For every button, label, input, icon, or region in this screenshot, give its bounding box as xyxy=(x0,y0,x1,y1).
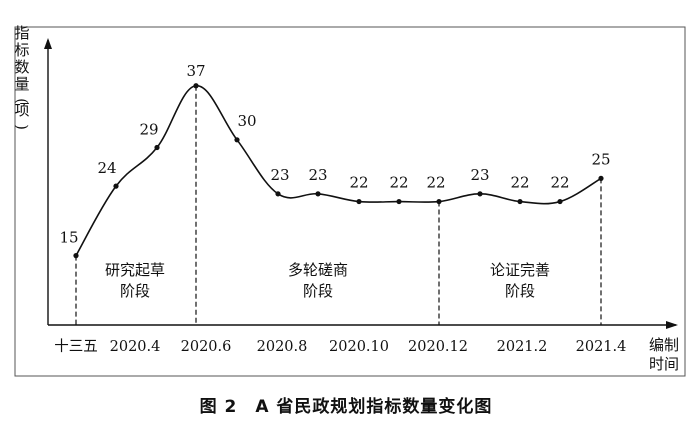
x-axis-label-line: 编制 xyxy=(649,336,679,354)
x-tick-label: 2020.12 xyxy=(408,339,468,355)
phase-label: 论证完善 xyxy=(490,261,550,279)
data-label: 37 xyxy=(186,62,205,80)
y-axis-label-char: ) xyxy=(13,124,31,130)
phase-label: 研究起草 xyxy=(105,261,165,279)
x-tick-label: 2020.6 xyxy=(181,339,232,355)
data-label: 22 xyxy=(389,174,408,192)
data-point xyxy=(356,198,362,205)
x-tick-label: 2021.2 xyxy=(497,339,548,355)
chart-axes xyxy=(44,38,678,329)
y-axis-label-char: 数 xyxy=(14,58,29,76)
data-point xyxy=(154,144,160,151)
data-point xyxy=(557,198,563,205)
data-label: 15 xyxy=(59,229,78,247)
data-point xyxy=(598,175,604,181)
data-labels: 15 24 29 37 30 23 23 22 22 22 23 22 22 25 xyxy=(59,62,610,247)
data-point xyxy=(436,198,442,205)
y-axis-label-char: 标 xyxy=(14,41,29,59)
x-axis-label-line: 时间 xyxy=(649,355,679,373)
data-point xyxy=(517,198,523,205)
data-point xyxy=(315,191,321,197)
x-tick-label: 2021.4 xyxy=(576,339,627,355)
data-label: 29 xyxy=(139,121,158,139)
data-point xyxy=(275,191,281,197)
y-axis-label-char: ( xyxy=(13,98,31,104)
x-tick-label: 2020.4 xyxy=(110,339,161,355)
data-point xyxy=(396,198,402,205)
data-label: 23 xyxy=(270,166,289,184)
phase-label: 阶段 xyxy=(505,282,535,300)
data-point xyxy=(113,183,119,189)
x-tick-label: 2020.10 xyxy=(329,339,389,355)
data-point xyxy=(73,253,79,259)
x-tick-label: 2020.8 xyxy=(257,339,308,355)
data-label: 22 xyxy=(550,174,569,192)
figure-number: 图 2 xyxy=(199,397,238,417)
data-label: 23 xyxy=(308,166,327,184)
data-point xyxy=(193,83,199,89)
chart-frame xyxy=(14,26,686,377)
phase-label: 多轮磋商 xyxy=(288,261,348,279)
phase-label: 阶段 xyxy=(120,282,150,300)
x-axis-arrow xyxy=(666,321,678,329)
y-axis-label-char: 量 xyxy=(14,75,29,93)
data-label: 24 xyxy=(97,159,116,177)
data-label: 30 xyxy=(237,112,256,130)
x-tick-labels: 十三五 2020.4 2020.6 2020.8 2020.10 2020.12 2021.… xyxy=(54,338,626,355)
figure-title: A 省民政规划指标数量变化图 xyxy=(255,397,493,417)
series-line xyxy=(75,84,602,256)
phase-label: 阶段 xyxy=(303,282,333,300)
data-label: 22 xyxy=(510,174,529,192)
y-axis-arrow xyxy=(44,38,52,49)
data-label: 25 xyxy=(591,150,610,168)
data-label: 22 xyxy=(349,174,368,192)
data-point xyxy=(477,191,483,197)
figure-caption: 图 2 A 省民政规划指标数量变化图 xyxy=(0,392,692,417)
data-markers xyxy=(73,83,604,259)
data-label: 23 xyxy=(470,166,489,184)
x-tick-label: 十三五 xyxy=(54,338,98,355)
y-axis-label-char: 项 xyxy=(14,101,29,119)
y-axis-label-char: 指 xyxy=(14,24,29,42)
data-point xyxy=(234,137,240,143)
y-axis-label: 指标数量 (项) xyxy=(13,24,31,130)
data-label: 22 xyxy=(426,174,445,192)
phase-dividers xyxy=(75,85,602,325)
